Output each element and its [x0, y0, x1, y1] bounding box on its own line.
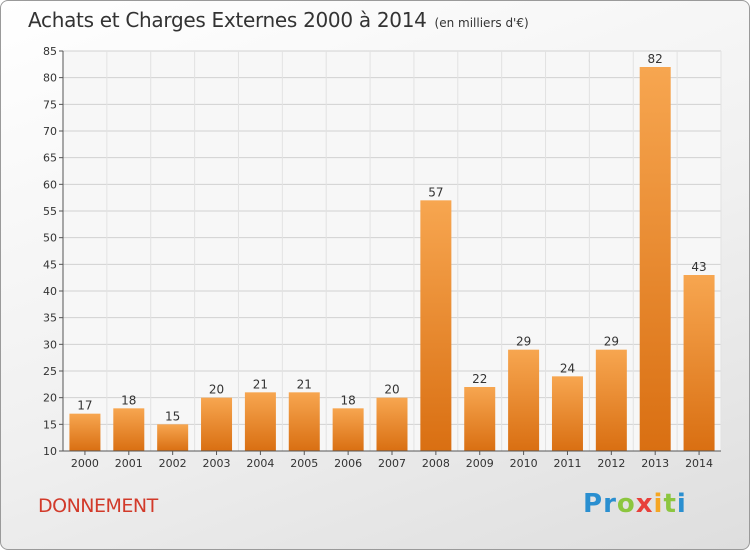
bar [639, 67, 671, 451]
x-tick-label: 2004 [246, 457, 274, 470]
bar [508, 349, 540, 451]
logo-letter: o [616, 489, 636, 519]
x-tick-label: 2003 [203, 457, 231, 470]
bar [69, 413, 101, 451]
bar [551, 376, 583, 451]
data-label: 82 [648, 52, 663, 66]
data-label: 43 [691, 260, 706, 274]
x-tick-label: 2014 [685, 457, 713, 470]
y-tick-label: 15 [43, 418, 57, 431]
data-label: 15 [165, 409, 180, 423]
y-tick-label: 70 [43, 125, 57, 138]
logo-letter: P [583, 489, 604, 519]
bar [113, 408, 145, 451]
bar [464, 387, 496, 451]
data-label: 21 [297, 377, 312, 391]
data-label: 21 [253, 377, 268, 391]
bar [157, 424, 189, 451]
title-unit: (en milliers d'€) [434, 16, 529, 30]
bar [288, 392, 320, 451]
data-label: 20 [209, 383, 224, 397]
bar [332, 408, 364, 451]
x-tick-label: 2008 [422, 457, 450, 470]
y-tick-label: 10 [43, 445, 57, 458]
logo-letter: i [653, 489, 664, 519]
y-tick-label: 60 [43, 178, 57, 191]
y-tick-label: 65 [43, 152, 57, 165]
bar [376, 397, 408, 451]
x-tick-label: 2005 [290, 457, 318, 470]
y-tick-label: 75 [43, 98, 57, 111]
y-tick-label: 25 [43, 365, 57, 378]
y-tick-label: 35 [43, 312, 57, 325]
bar [683, 275, 715, 451]
logo-letter: x [635, 489, 654, 519]
data-label: 18 [121, 393, 136, 407]
data-label: 29 [516, 335, 531, 349]
chart-title: Achats et Charges Externes 2000 à 2014 (e… [28, 8, 529, 32]
logo-letter: t [663, 489, 677, 519]
x-tick-label: 2002 [159, 457, 187, 470]
logo-letter: i [676, 489, 687, 519]
y-tick-label: 55 [43, 205, 57, 218]
y-tick-label: 40 [43, 285, 57, 298]
y-tick-label: 30 [43, 338, 57, 351]
y-tick-label: 85 [43, 45, 57, 58]
data-label: 29 [604, 335, 619, 349]
data-label: 20 [384, 383, 399, 397]
y-tick-label: 50 [43, 232, 57, 245]
title-text: Achats et Charges Externes 2000 à 2014 [28, 8, 427, 32]
y-tick-label: 45 [43, 258, 57, 271]
bar [201, 397, 233, 451]
data-label: 24 [560, 361, 575, 375]
data-label: 57 [428, 185, 443, 199]
bar [420, 200, 452, 451]
data-label: 17 [77, 399, 92, 413]
x-tick-label: 2007 [378, 457, 406, 470]
x-tick-label: 2010 [510, 457, 538, 470]
x-tick-label: 2009 [466, 457, 494, 470]
x-tick-label: 2006 [334, 457, 362, 470]
x-tick-label: 2000 [71, 457, 99, 470]
y-tick-label: 20 [43, 392, 57, 405]
y-tick-label: 80 [43, 72, 57, 85]
bar [244, 392, 276, 451]
commune-name: DONNEMENT [38, 495, 158, 517]
x-tick-label: 2013 [641, 457, 669, 470]
proxiti-logo: Proxiti [583, 489, 687, 519]
x-tick-label: 2011 [553, 457, 581, 470]
x-tick-label: 2012 [597, 457, 625, 470]
data-label: 18 [340, 393, 355, 407]
bar [595, 349, 627, 451]
logo-letter: r [603, 489, 617, 519]
x-tick-label: 2001 [115, 457, 143, 470]
data-label: 22 [472, 372, 487, 386]
